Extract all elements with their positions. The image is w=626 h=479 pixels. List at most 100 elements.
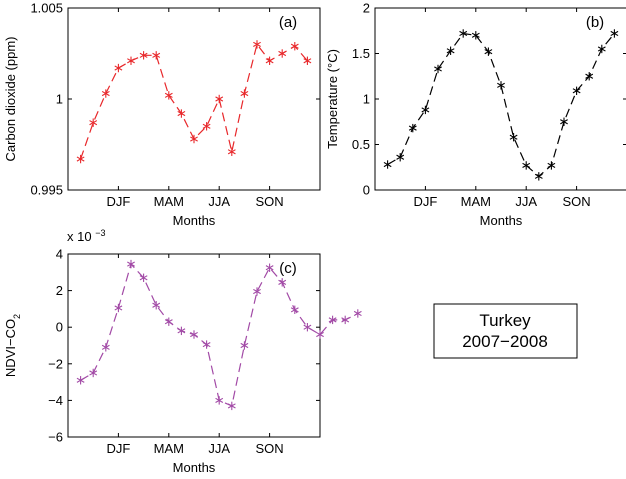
data-point-marker xyxy=(76,376,85,385)
panel-label: (b) xyxy=(586,14,604,31)
data-point-marker xyxy=(101,89,110,98)
y-tick-label: 0 xyxy=(56,320,63,335)
data-point-marker xyxy=(139,273,148,282)
marker-stroke xyxy=(560,119,568,125)
data-point-marker xyxy=(396,153,405,162)
x-tick-label: MAM xyxy=(154,194,184,209)
x-tick-label: MAM xyxy=(154,441,184,456)
marker-stroke xyxy=(353,310,362,317)
marker-stroke xyxy=(253,288,261,295)
marker-stroke xyxy=(215,397,224,403)
data-point-marker xyxy=(341,315,350,325)
data-point-marker xyxy=(101,343,110,352)
data-point-marker xyxy=(89,118,98,127)
data-point-marker xyxy=(497,81,505,90)
data-point-marker xyxy=(89,368,98,378)
data-point-marker xyxy=(76,154,85,164)
marker-stroke xyxy=(534,173,543,179)
marker-stroke xyxy=(253,41,261,47)
marker-stroke xyxy=(177,110,186,117)
marker-stroke xyxy=(76,156,85,162)
y-tick-label: 1.5 xyxy=(352,46,370,61)
data-point-marker xyxy=(215,94,224,104)
data-point-marker xyxy=(316,330,324,339)
marker-stroke xyxy=(497,82,505,88)
y-scale-exponent: −3 xyxy=(95,228,105,238)
marker-stroke xyxy=(101,90,110,97)
y-tick-label: −6 xyxy=(48,430,63,445)
marker-stroke xyxy=(316,331,324,338)
marker-stroke xyxy=(383,161,392,168)
data-point-marker xyxy=(240,341,249,350)
y-tick-label: 2 xyxy=(363,1,370,16)
marker-stroke xyxy=(459,30,468,37)
y-tick-label: 1 xyxy=(56,92,63,107)
data-point-marker xyxy=(383,160,392,169)
marker-stroke xyxy=(227,149,236,155)
marker-stroke xyxy=(127,58,135,64)
data-point-marker xyxy=(522,161,531,170)
x-tick-label: SON xyxy=(563,194,591,209)
data-point-marker xyxy=(202,340,211,349)
marker-stroke xyxy=(597,46,606,52)
data-point-marker xyxy=(509,133,518,142)
data-point-marker xyxy=(446,46,455,55)
data-point-marker xyxy=(328,315,337,325)
marker-stroke xyxy=(101,344,110,350)
data-point-marker xyxy=(265,56,274,65)
y-axis-label: Carbon dioxide (ppm) xyxy=(3,36,18,161)
marker-stroke xyxy=(114,305,123,311)
marker-stroke xyxy=(278,279,287,285)
data-point-marker xyxy=(177,326,186,336)
data-point-marker xyxy=(164,91,173,100)
marker-stroke xyxy=(164,319,173,325)
marker-stroke xyxy=(585,73,594,79)
y-tick-label: 0.5 xyxy=(352,137,370,152)
marker-stroke xyxy=(396,154,405,160)
marker-stroke xyxy=(446,48,455,54)
data-point-marker xyxy=(139,51,148,60)
data-point-marker xyxy=(190,330,198,339)
data-point-marker xyxy=(227,147,236,156)
x-tick-label: JJA xyxy=(208,441,230,456)
location-annotation-box: Turkey 2007−2008 xyxy=(433,303,578,359)
marker-stroke xyxy=(114,65,123,71)
axes-frame xyxy=(67,7,321,191)
marker-stroke xyxy=(328,317,337,323)
y-tick-label: 2 xyxy=(56,283,63,298)
marker-stroke xyxy=(408,125,417,131)
y-tick-label: 4 xyxy=(56,247,63,262)
data-point-marker xyxy=(459,29,468,38)
marker-stroke xyxy=(341,317,350,323)
marker-stroke xyxy=(265,58,274,64)
x-tick-label: MAM xyxy=(461,194,491,209)
panel-label: (c) xyxy=(279,260,297,277)
marker-stroke xyxy=(484,49,493,55)
marker-stroke xyxy=(265,265,274,271)
marker-stroke xyxy=(227,403,236,409)
data-point-marker xyxy=(484,47,493,56)
y-tick-label: 0.995 xyxy=(30,183,63,198)
y-axis-label: Temperature (°C) xyxy=(325,49,340,149)
x-tick-label: SON xyxy=(256,441,284,456)
data-point-marker xyxy=(253,40,261,49)
data-point-marker xyxy=(265,263,274,272)
data-point-marker xyxy=(190,134,198,144)
data-point-marker xyxy=(610,29,619,38)
x-axis-label: Months xyxy=(480,213,523,228)
marker-stroke xyxy=(547,162,556,169)
marker-stroke xyxy=(290,307,299,313)
y-tick-label: −2 xyxy=(48,356,63,371)
data-point-marker xyxy=(303,323,312,332)
data-point-marker xyxy=(408,123,417,133)
marker-stroke xyxy=(572,88,581,94)
marker-stroke xyxy=(127,261,135,267)
annotation-location: Turkey xyxy=(479,311,531,330)
data-point-marker xyxy=(127,259,135,269)
marker-stroke xyxy=(202,123,211,129)
marker-stroke xyxy=(509,134,518,140)
annotation-period: 2007−2008 xyxy=(462,332,548,351)
marker-stroke xyxy=(177,328,186,334)
y-tick-label: −4 xyxy=(48,393,63,408)
